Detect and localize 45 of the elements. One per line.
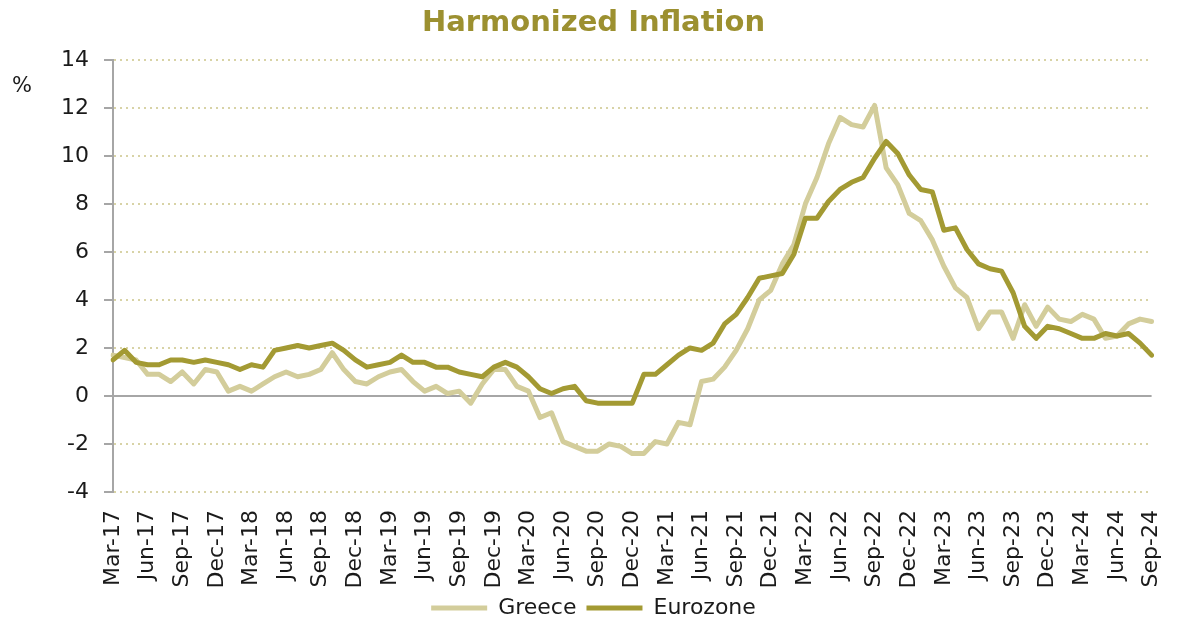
x-tick-label: Mar-22 bbox=[791, 510, 817, 587]
x-tick-label: Mar-21 bbox=[652, 510, 678, 587]
x-tick-label: Dec-17 bbox=[202, 510, 228, 589]
x-tick-label: Mar-20 bbox=[514, 510, 540, 587]
x-tick-label: Dec-19 bbox=[479, 510, 505, 589]
x-tick-label: Sep-23 bbox=[998, 510, 1024, 588]
x-tick-label: Dec-23 bbox=[1033, 510, 1059, 589]
x-tick-label: Sep-19 bbox=[444, 510, 470, 588]
x-tick-label: Sep-17 bbox=[167, 510, 193, 588]
x-tick-label: Jun-19 bbox=[410, 510, 436, 583]
x-tick-label: Dec-20 bbox=[618, 510, 644, 589]
y-tick-label: 4 bbox=[75, 285, 89, 311]
y-tick-label: 0 bbox=[75, 381, 89, 407]
y-tick-label: -4 bbox=[67, 477, 89, 503]
y-tick-label: -2 bbox=[67, 429, 89, 455]
x-tick-label: Sep-20 bbox=[583, 510, 609, 588]
legend-label: Greece bbox=[498, 593, 577, 619]
x-tick-label: Sep-22 bbox=[860, 510, 886, 588]
x-tick-label: Dec-18 bbox=[341, 510, 367, 589]
y-tick-label: 6 bbox=[75, 237, 89, 263]
x-tick-label: Jun-23 bbox=[964, 510, 990, 583]
x-tick-label: Sep-18 bbox=[306, 510, 332, 588]
x-tick-label: Mar-23 bbox=[929, 510, 955, 587]
x-tick-label: Sep-24 bbox=[1137, 510, 1163, 588]
x-tick-label: Jun-18 bbox=[271, 510, 297, 583]
x-tick-label: Dec-22 bbox=[894, 510, 920, 589]
legend-label: Eurozone bbox=[653, 593, 756, 619]
y-tick-label: 2 bbox=[75, 333, 89, 359]
chart-title: Harmonized Inflation bbox=[421, 3, 766, 38]
x-tick-label: Jun-24 bbox=[1102, 510, 1128, 583]
x-tick-label: Jun-17 bbox=[133, 510, 159, 583]
x-tick-label: Mar-18 bbox=[237, 510, 263, 587]
x-tick-label: Jun-20 bbox=[548, 510, 574, 583]
x-tick-label: Jun-21 bbox=[687, 510, 713, 583]
y-tick-label: 10 bbox=[61, 141, 89, 167]
x-tick-label: Mar-17 bbox=[98, 510, 124, 587]
x-tick-label: Jun-22 bbox=[825, 510, 851, 583]
y-tick-label: 14 bbox=[61, 45, 89, 71]
x-tick-label: Sep-21 bbox=[721, 510, 747, 588]
y-tick-label: 8 bbox=[75, 189, 89, 215]
x-tick-label: Mar-19 bbox=[375, 510, 401, 587]
x-tick-label: Dec-21 bbox=[756, 510, 782, 589]
y-tick-label: 12 bbox=[61, 93, 89, 119]
y-axis-title: % bbox=[12, 73, 32, 98]
x-tick-label: Mar-24 bbox=[1068, 510, 1094, 587]
